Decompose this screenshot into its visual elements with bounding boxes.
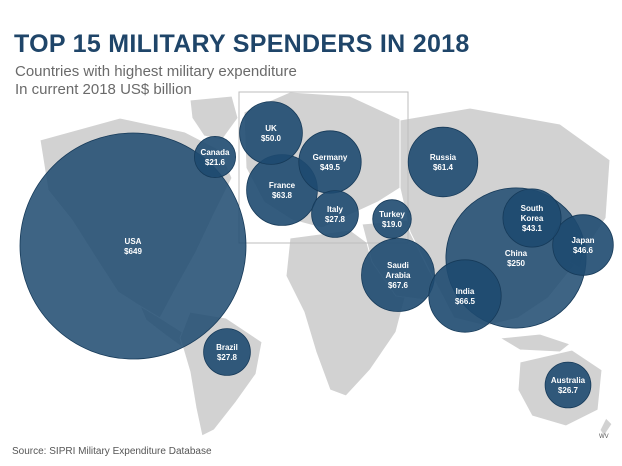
bubble-value-usa: $649 bbox=[124, 247, 142, 256]
bubble-russia bbox=[407, 126, 479, 198]
chart-title: TOP 15 MILITARY SPENDERS IN 2018 bbox=[14, 30, 470, 58]
bubble-value-brazil: $27.8 bbox=[217, 353, 238, 362]
bubble-label-brazil: Brazil $27.8 bbox=[216, 343, 238, 362]
bubble-country-uk: UK bbox=[265, 124, 277, 133]
bubble-saudi-arabia bbox=[361, 238, 435, 312]
bubble-value-russia: $61.4 bbox=[433, 163, 454, 172]
bubble-country-france: France bbox=[269, 181, 296, 190]
bubble-country-italy: Italy bbox=[327, 205, 344, 214]
bubble-uk bbox=[239, 101, 303, 165]
bubble-country-germany: Germany bbox=[313, 153, 348, 162]
bubble-country-canada: Canada bbox=[201, 148, 230, 157]
bubble-country-china: China bbox=[505, 249, 528, 258]
bubble-country-brazil: Brazil bbox=[216, 343, 238, 352]
bubble-canada bbox=[193, 135, 236, 178]
land-greenland bbox=[189, 95, 239, 141]
bubble-germany bbox=[298, 130, 362, 194]
source-note: Source: SIPRI Military Expenditure Datab… bbox=[12, 446, 212, 457]
bubble-value-japan: $46.6 bbox=[573, 246, 594, 255]
bubble-value-india: $66.5 bbox=[455, 297, 476, 306]
bubble-india bbox=[428, 259, 502, 333]
bubble-label-italy: Italy $27.8 bbox=[325, 205, 346, 224]
bubble-value-france: $63.8 bbox=[272, 191, 293, 200]
bubble-value-germany: $49.5 bbox=[320, 163, 341, 172]
bubble-south-korea bbox=[502, 188, 562, 248]
bubble-japan bbox=[552, 214, 614, 276]
bubble-label-japan: Japan $46.6 bbox=[571, 236, 594, 255]
bubble-country-part-saudi-arabia: Arabia bbox=[386, 271, 411, 280]
bubble-label-uk: UK $50.0 bbox=[261, 124, 282, 143]
land-indonesia bbox=[498, 333, 572, 353]
bubble-country-india: India bbox=[456, 287, 475, 296]
bubble-country-russia: Russia bbox=[430, 153, 457, 162]
bubble-value-south-korea: $43.1 bbox=[522, 224, 543, 233]
bubble-value-italy: $27.8 bbox=[325, 215, 346, 224]
bubble-value-canada: $21.6 bbox=[205, 158, 226, 167]
bubble-italy bbox=[311, 190, 359, 238]
bubble-label-australia: Australia $26.7 bbox=[551, 376, 586, 395]
bubble-value-saudi-arabia: $67.6 bbox=[388, 281, 409, 290]
bubble-label-south-korea: South Korea $43.1 bbox=[521, 204, 544, 233]
bubble-label-russia: Russia $61.4 bbox=[430, 153, 457, 172]
bubble-value-turkey: $19.0 bbox=[382, 220, 403, 229]
bubble-label-usa: USA $649 bbox=[124, 237, 142, 256]
bubble-country-usa: USA bbox=[125, 237, 142, 246]
bubble-turkey bbox=[372, 199, 412, 239]
bubble-label-saudi-arabia: Saudi Arabia $67.6 bbox=[386, 261, 411, 290]
bubble-country-turkey: Turkey bbox=[379, 210, 405, 219]
bubble-value-uk: $50.0 bbox=[261, 134, 282, 143]
bubble-country-part-south-korea: Korea bbox=[521, 214, 544, 223]
bubble-label-india: India $66.5 bbox=[455, 287, 476, 306]
bubble-value-china: $250 bbox=[507, 259, 525, 268]
credit-note: WV bbox=[599, 434, 609, 440]
bubble-label-china: China $250 bbox=[505, 249, 528, 268]
bubble-brazil bbox=[203, 328, 251, 376]
bubble-country-japan: Japan bbox=[571, 236, 594, 245]
europe-inset-frame bbox=[238, 91, 409, 244]
chart-subtitle-line1: Countries with highest military expendit… bbox=[15, 63, 297, 80]
bubble-country-part-south-korea: South bbox=[521, 204, 544, 213]
bubble-usa bbox=[19, 132, 247, 360]
bubble-label-turkey: Turkey $19.0 bbox=[379, 210, 405, 229]
bubble-layer: USA $649 China $250 Saudi Arabia $67.6 India $66… bbox=[19, 101, 614, 409]
bubble-label-germany: Germany $49.5 bbox=[313, 153, 348, 172]
bubble-label-france: France $63.8 bbox=[269, 181, 296, 200]
bubble-country-australia: Australia bbox=[551, 376, 586, 385]
bubble-country-part-saudi-arabia: Saudi bbox=[387, 261, 409, 270]
land-new-zealand bbox=[599, 417, 613, 437]
bubble-label-canada: Canada $21.6 bbox=[201, 148, 230, 167]
bubble-value-australia: $26.7 bbox=[558, 386, 579, 395]
chart-subtitle-line2: In current 2018 US$ billion bbox=[15, 81, 192, 98]
bubble-australia bbox=[544, 361, 592, 409]
